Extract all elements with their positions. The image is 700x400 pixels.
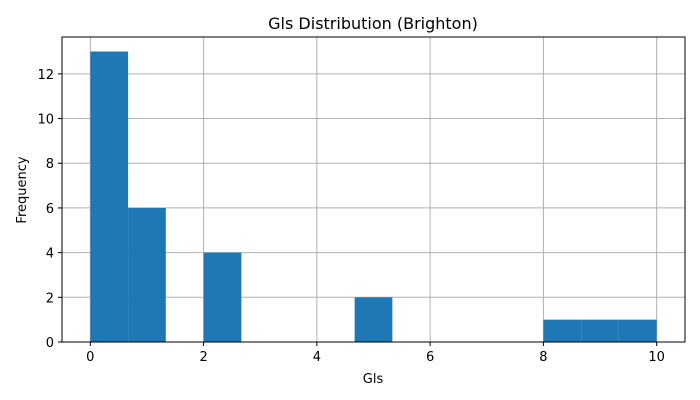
x-tick-label: 4	[313, 350, 321, 365]
histogram-bar	[90, 51, 129, 343]
ticks-layer: 0 2 4 6 8 10 0 2 4 6 8 10 12	[37, 68, 665, 365]
chart-title: Gls Distribution (Brighton)	[268, 14, 478, 33]
x-tick-label: 8	[539, 350, 547, 365]
y-tick-label: 6	[46, 202, 54, 217]
x-tick-label: 0	[86, 350, 94, 365]
histogram-bar	[128, 207, 166, 342]
x-tick-label: 6	[426, 350, 434, 365]
y-axis-label: Frequency	[15, 156, 30, 223]
y-tick-label: 4	[46, 247, 54, 262]
x-tick-label: 10	[648, 350, 665, 365]
bars-layer	[90, 51, 657, 343]
x-tick-label: 2	[199, 350, 207, 365]
y-tick-label: 2	[46, 291, 54, 306]
y-tick-label: 0	[46, 336, 54, 351]
plot-frame	[61, 36, 686, 343]
histogram-bar	[618, 319, 657, 342]
histogram-bar	[581, 319, 619, 342]
y-tick-label: 10	[37, 113, 54, 128]
x-axis-label: Gls	[363, 372, 384, 387]
histogram-bar	[543, 319, 582, 342]
y-tick-label: 12	[37, 68, 54, 83]
y-tick-label: 8	[46, 157, 54, 172]
histogram-bar	[203, 252, 242, 342]
histogram-bar	[354, 297, 393, 342]
